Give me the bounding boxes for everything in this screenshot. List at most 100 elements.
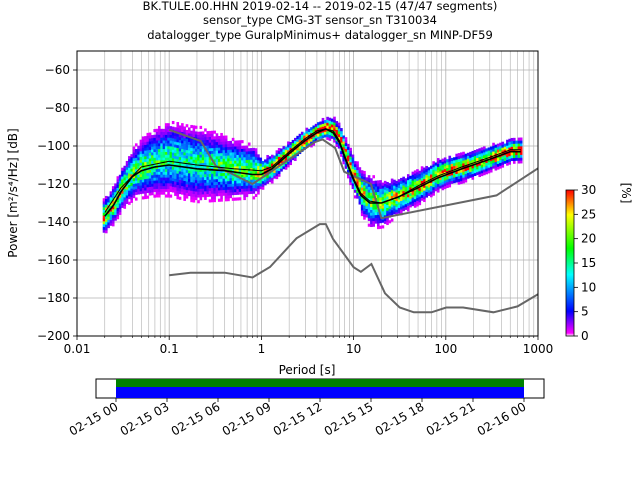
density-cell bbox=[155, 160, 159, 164]
timeline-tick-label: 02-15 12 bbox=[271, 399, 325, 438]
density-cell bbox=[160, 171, 163, 175]
density-cell bbox=[400, 183, 403, 187]
density-cell bbox=[351, 154, 355, 158]
density-cell bbox=[183, 183, 186, 187]
density-cell bbox=[162, 131, 166, 135]
density-cell bbox=[192, 128, 196, 132]
density-cell bbox=[432, 186, 435, 191]
density-cell bbox=[413, 196, 417, 200]
density-cell bbox=[441, 187, 445, 191]
density-cell bbox=[192, 159, 196, 163]
density-cell bbox=[153, 180, 157, 184]
density-cell bbox=[367, 217, 371, 222]
density-cell bbox=[121, 201, 124, 206]
density-cell bbox=[169, 137, 173, 141]
density-cell bbox=[139, 148, 143, 152]
density-cell bbox=[356, 181, 359, 185]
density-cell bbox=[118, 206, 122, 210]
density-cell bbox=[178, 185, 182, 189]
density-cell bbox=[213, 153, 216, 157]
density-cell bbox=[459, 152, 463, 156]
density-cell bbox=[137, 151, 140, 155]
density-cell bbox=[381, 211, 385, 215]
density-cell bbox=[185, 149, 189, 153]
density-cell bbox=[183, 194, 186, 199]
density-cell bbox=[457, 161, 461, 165]
density-cell bbox=[158, 180, 161, 184]
timeline-available-bar bbox=[116, 379, 524, 387]
density-cell bbox=[130, 182, 133, 186]
density-cell bbox=[277, 162, 281, 166]
density-cell bbox=[146, 132, 150, 137]
density-cell bbox=[105, 198, 108, 202]
density-cell bbox=[383, 180, 387, 184]
density-cell bbox=[400, 203, 403, 207]
x-axis-ticks: 0.01 0.1 1 10 100 1000 bbox=[64, 336, 553, 356]
density-cell bbox=[130, 179, 133, 183]
density-cell bbox=[215, 167, 219, 171]
density-cell bbox=[167, 137, 170, 141]
density-cell bbox=[436, 158, 440, 162]
density-cell bbox=[381, 185, 385, 189]
density-cell bbox=[300, 137, 304, 141]
density-cell bbox=[160, 151, 163, 155]
density-cell bbox=[139, 173, 143, 178]
density-cell bbox=[243, 159, 246, 164]
density-cell bbox=[296, 135, 299, 139]
density-cell bbox=[393, 179, 396, 183]
density-cell bbox=[134, 166, 138, 170]
density-cell bbox=[420, 169, 424, 173]
density-cell bbox=[365, 194, 369, 198]
density-cell bbox=[356, 161, 359, 165]
density-cell bbox=[208, 136, 212, 140]
density-cell bbox=[247, 190, 251, 195]
density-cell bbox=[379, 220, 382, 224]
density-cell bbox=[130, 168, 133, 172]
density-cell bbox=[459, 172, 463, 176]
density-cell bbox=[418, 187, 422, 191]
density-cell bbox=[187, 153, 191, 157]
density-cell bbox=[155, 137, 159, 141]
colorbar-label: [%] bbox=[619, 183, 633, 204]
density-cell bbox=[185, 138, 189, 142]
density-cell bbox=[508, 161, 511, 165]
density-cell bbox=[183, 186, 186, 190]
density-cell bbox=[132, 146, 136, 150]
density-cell bbox=[443, 163, 447, 167]
density-cell bbox=[270, 163, 274, 167]
colorbar-tick-label: 5 bbox=[581, 305, 589, 319]
colorbar-tick-label: 30 bbox=[581, 183, 596, 197]
density-cell bbox=[123, 180, 127, 184]
density-cell bbox=[238, 182, 242, 187]
density-cell bbox=[277, 150, 281, 154]
density-cell bbox=[374, 206, 378, 210]
density-cell bbox=[201, 177, 205, 181]
density-cell bbox=[489, 163, 493, 167]
density-cell bbox=[146, 138, 150, 142]
density-cell bbox=[282, 146, 286, 150]
density-cell bbox=[222, 164, 226, 168]
density-cell bbox=[409, 181, 412, 185]
density-cell bbox=[181, 128, 184, 132]
density-cell bbox=[473, 158, 477, 162]
density-cell bbox=[485, 171, 488, 175]
density-cell bbox=[121, 204, 124, 208]
density-cell bbox=[181, 134, 184, 138]
density-cell bbox=[190, 179, 193, 183]
density-cell bbox=[247, 151, 251, 155]
density-cell bbox=[480, 150, 484, 154]
density-cell bbox=[125, 192, 129, 196]
density-cell bbox=[483, 160, 486, 164]
density-cell bbox=[144, 190, 147, 194]
density-cell bbox=[455, 167, 458, 172]
density-cell bbox=[450, 157, 454, 162]
density-cell bbox=[388, 203, 392, 207]
density-cell bbox=[335, 123, 339, 128]
density-cell bbox=[146, 155, 150, 159]
timeline-tick-label: 02-15 18 bbox=[373, 399, 427, 438]
density-cell bbox=[360, 212, 364, 217]
density-cell bbox=[270, 171, 274, 175]
density-cell bbox=[128, 158, 131, 163]
density-cell bbox=[305, 139, 309, 143]
x-tick-label: 10 bbox=[346, 342, 361, 356]
